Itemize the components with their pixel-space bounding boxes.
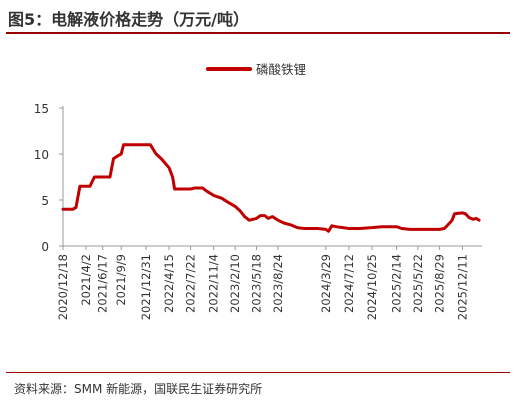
legend-label: 磷酸铁锂 [256, 62, 306, 77]
x-tick-label: 2021/9/9 [114, 254, 128, 306]
x-tick-label: 2020/12/18 [56, 254, 70, 320]
x-tick-label: 2022/4/15 [162, 254, 176, 313]
y-axis: 0 5 10 15 [34, 102, 64, 254]
x-tick-label: 2023/8/24 [271, 254, 285, 313]
x-tick-label: 2025/2/14 [390, 254, 404, 313]
y-tick-label: 5 [41, 194, 49, 208]
y-tick-label: 15 [34, 102, 49, 116]
x-tick-label: 2025/5/22 [411, 254, 425, 313]
series-line [61, 143, 481, 233]
y-tick-label: 0 [41, 240, 49, 254]
x-tick-label: 2021/6/17 [96, 254, 110, 313]
x-axis: 2020/12/18 2021/4/2 2021/6/17 2021/9/9 2021/… [56, 245, 482, 320]
x-tick-label: 2024/3/29 [319, 254, 333, 313]
x-tick-label: 2022/7/22 [184, 254, 198, 313]
series-layer [61, 143, 481, 233]
title-rule [6, 32, 510, 34]
source-note: 资料来源：SMM 新能源，国联民生证券研究所 [14, 382, 263, 396]
source-rule [6, 372, 510, 373]
figure-title: 图5：电解液价格走势（万元/吨） [8, 10, 249, 29]
x-tick-label: 2021/12/31 [139, 254, 153, 320]
x-tick-label: 2022/11/4 [207, 254, 221, 313]
y-tick-label: 10 [34, 148, 49, 162]
legend: 磷酸铁锂 [206, 62, 306, 77]
x-tick-label: 2023/2/10 [228, 254, 242, 313]
x-tick-label: 2021/4/2 [79, 254, 93, 306]
x-tick-label: 2024/10/25 [365, 254, 379, 320]
x-tick-label: 2025/8/29 [433, 254, 447, 313]
x-tick-label: 2025/12/11 [455, 254, 469, 320]
x-tick-label: 2024/7/12 [342, 254, 356, 313]
x-tick-label: 2023/5/18 [249, 254, 263, 313]
